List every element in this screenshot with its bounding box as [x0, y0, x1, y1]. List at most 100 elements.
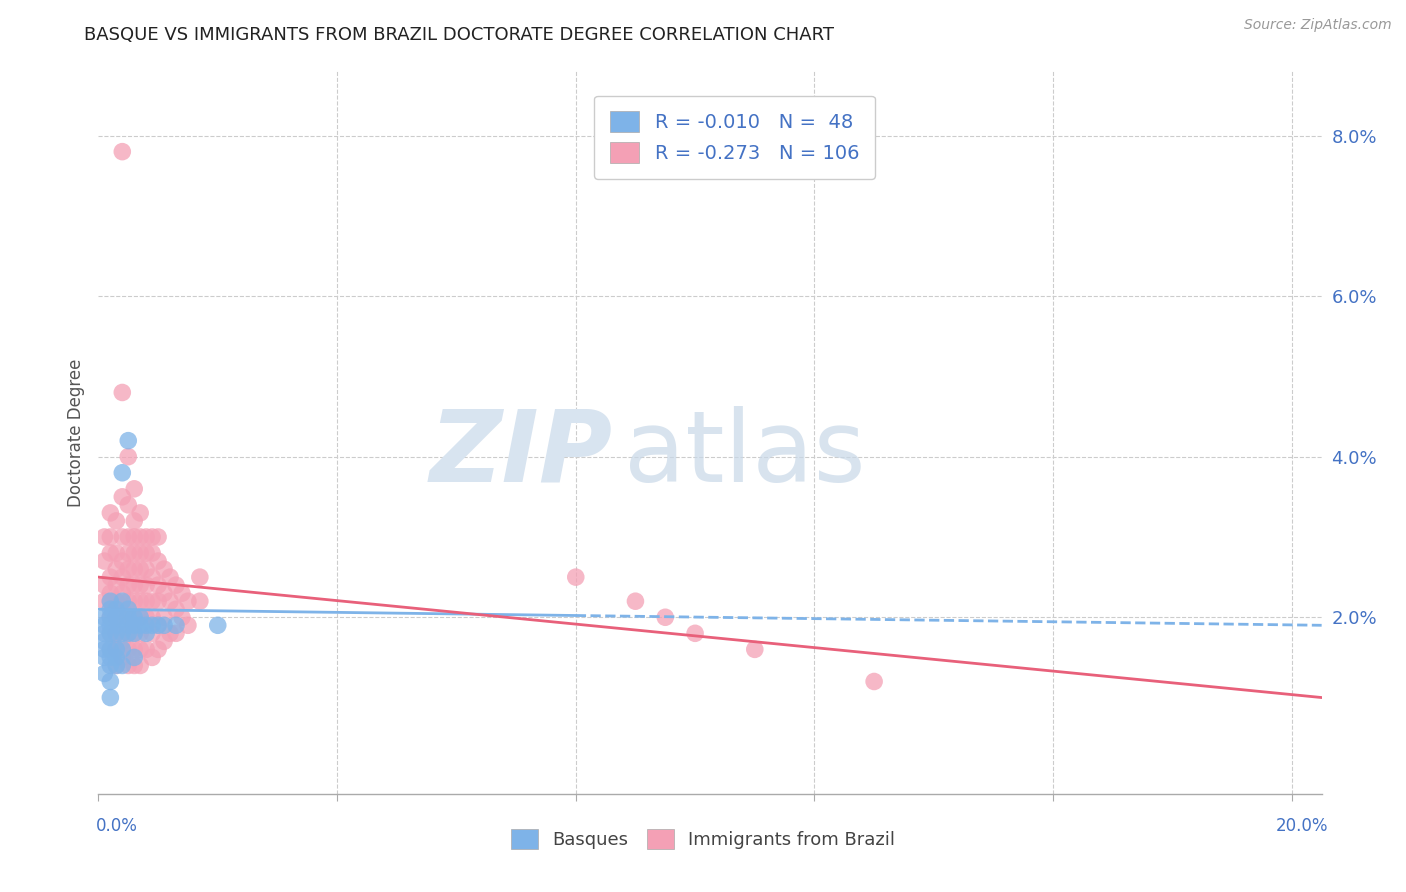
Point [93, 634, 115, 648]
Point [146, 554, 169, 568]
Point [93, 578, 115, 592]
Point [170, 610, 193, 624]
Point [98, 506, 121, 520]
Point [117, 602, 139, 616]
Point [135, 626, 157, 640]
Point [105, 618, 128, 632]
Point [153, 610, 176, 624]
Point [654, 610, 676, 624]
Point [122, 514, 145, 528]
Point [117, 642, 139, 657]
Point [146, 578, 169, 592]
Point [117, 450, 139, 464]
Point [153, 618, 176, 632]
Point [135, 642, 157, 657]
Point [122, 578, 145, 592]
Point [141, 650, 163, 665]
Point [111, 618, 134, 632]
Point [105, 594, 128, 608]
Point [105, 626, 128, 640]
Point [117, 498, 139, 512]
Point [141, 546, 163, 560]
Point [111, 650, 134, 665]
Legend: R = -0.010   N =  48, R = -0.273   N = 106: R = -0.010 N = 48, R = -0.273 N = 106 [595, 95, 875, 178]
Point [111, 466, 134, 480]
Text: 20.0%: 20.0% [1277, 817, 1329, 835]
Point [153, 586, 176, 600]
Point [122, 610, 145, 624]
Point [111, 658, 134, 673]
Point [105, 658, 128, 673]
Point [98, 674, 121, 689]
Point [98, 626, 121, 640]
Point [111, 602, 134, 616]
Point [117, 434, 139, 448]
Point [135, 546, 157, 560]
Point [170, 586, 193, 600]
Text: 0.0%: 0.0% [96, 817, 138, 835]
Point [111, 554, 134, 568]
Point [129, 562, 152, 576]
Point [105, 650, 128, 665]
Point [93, 594, 115, 608]
Point [105, 578, 128, 592]
Text: BASQUE VS IMMIGRANTS FROM BRAZIL DOCTORATE DEGREE CORRELATION CHART: BASQUE VS IMMIGRANTS FROM BRAZIL DOCTORA… [84, 26, 834, 44]
Point [122, 594, 145, 608]
Point [141, 594, 163, 608]
Point [105, 642, 128, 657]
Point [153, 562, 176, 576]
Point [129, 610, 152, 624]
Point [105, 602, 128, 616]
Point [117, 594, 139, 608]
Point [105, 562, 128, 576]
Point [93, 530, 115, 544]
Point [111, 626, 134, 640]
Point [111, 586, 134, 600]
Point [863, 674, 886, 689]
Point [141, 618, 163, 632]
Point [117, 626, 139, 640]
Point [111, 530, 134, 544]
Point [117, 626, 139, 640]
Point [93, 642, 115, 657]
Point [177, 594, 200, 608]
Point [98, 546, 121, 560]
Point [135, 562, 157, 576]
Point [122, 626, 145, 640]
Point [159, 594, 181, 608]
Point [135, 530, 157, 544]
Point [98, 594, 121, 608]
Point [98, 570, 121, 584]
Point [188, 594, 211, 608]
Point [117, 658, 139, 673]
Point [98, 602, 121, 616]
Point [122, 642, 145, 657]
Point [105, 658, 128, 673]
Point [141, 626, 163, 640]
Point [105, 610, 128, 624]
Text: ZIP: ZIP [429, 406, 612, 503]
Point [98, 594, 121, 608]
Point [135, 618, 157, 632]
Point [146, 618, 169, 632]
Point [122, 562, 145, 576]
Point [111, 610, 134, 624]
Point [111, 490, 134, 504]
Point [117, 578, 139, 592]
Point [98, 618, 121, 632]
Point [129, 578, 152, 592]
Point [117, 546, 139, 560]
Point [153, 634, 176, 648]
Point [111, 634, 134, 648]
Text: Source: ZipAtlas.com: Source: ZipAtlas.com [1244, 18, 1392, 31]
Point [146, 530, 169, 544]
Point [122, 650, 145, 665]
Point [129, 530, 152, 544]
Point [93, 610, 115, 624]
Point [177, 618, 200, 632]
Point [98, 530, 121, 544]
Point [122, 626, 145, 640]
Point [159, 626, 181, 640]
Point [165, 618, 187, 632]
Point [744, 642, 766, 657]
